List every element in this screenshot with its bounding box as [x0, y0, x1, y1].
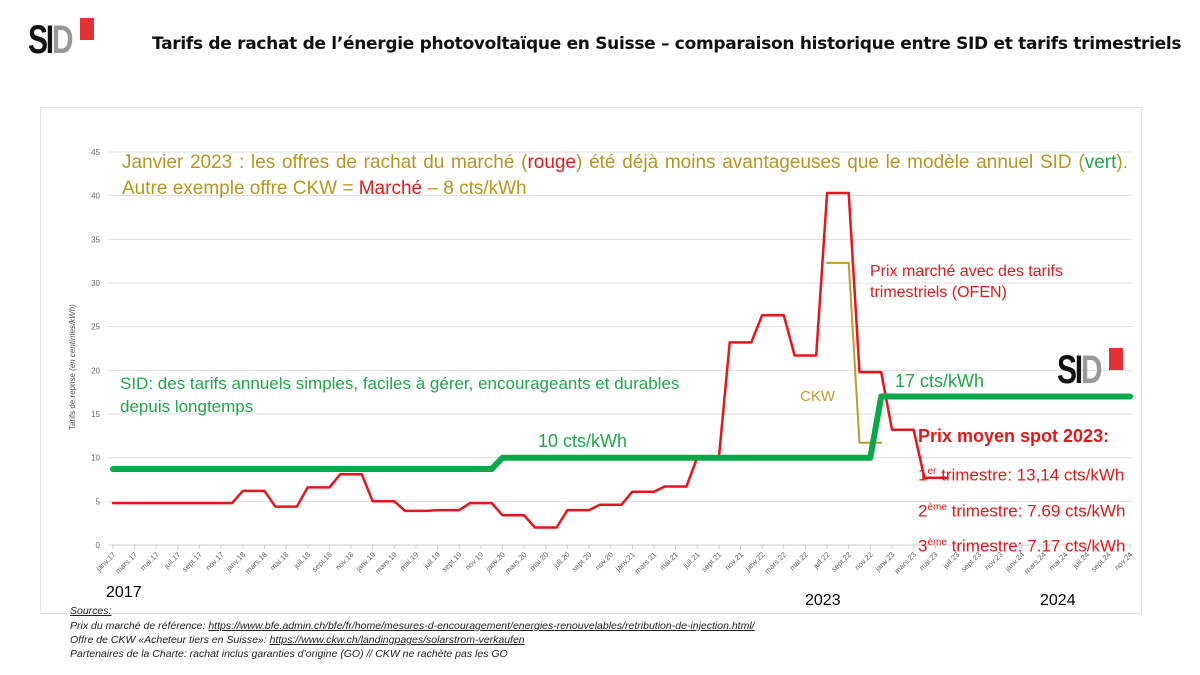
x-tick-label: mars.18 — [243, 550, 269, 576]
ten-cts-label: 10 cts/kWh — [538, 431, 628, 451]
sid-label: SID: des tarifs annuels simples, faciles… — [120, 374, 680, 416]
x-tick-label: mars.23 — [893, 550, 919, 576]
x-tick-label: juil.19 — [421, 550, 442, 571]
x-tick-label: mai.18 — [268, 550, 290, 572]
y-tick-label: 10 — [91, 454, 100, 463]
market-label: Prix marché avec des tarifs trimestriels… — [870, 263, 1063, 301]
spot-list: 1er trimestre: 13,14 cts/kWh 2ème trimes… — [918, 456, 1125, 563]
y-tick-label: 30 — [91, 279, 100, 288]
x-tick-label: juil.20 — [551, 550, 572, 571]
x-tick-label: mai.20 — [528, 550, 550, 572]
y-tick-label: 45 — [91, 148, 100, 157]
x-tick-label: sept.21 — [700, 550, 724, 574]
x-tick-label: nov.17 — [204, 550, 226, 572]
year-2023: 2023 — [805, 592, 841, 609]
spot-title: Prix moyen spot 2023: — [918, 426, 1110, 446]
chart-frame — [40, 107, 1142, 614]
page-title: Tarifs de rachat de l’énergie photovolta… — [152, 34, 1182, 54]
x-tick-label: mai.22 — [788, 550, 810, 572]
source-line-1: Prix du marché de référence: https://www… — [70, 620, 755, 632]
y-tick-label: 0 — [96, 541, 101, 550]
x-tick-label: mars.21 — [633, 550, 659, 576]
x-tick-label: nov.21 — [723, 550, 745, 572]
logo-text: SID — [1057, 348, 1103, 392]
series-sid-line — [110, 393, 1133, 472]
x-tick-label: mars.17 — [114, 550, 140, 576]
year-2024: 2024 — [1040, 592, 1076, 609]
y-tick-label: 20 — [91, 366, 100, 375]
x-tick-label: mars.22 — [763, 550, 789, 576]
logo-text: SID — [28, 18, 74, 62]
sid-logo-small: SID — [1057, 348, 1123, 392]
y-tick-label: 40 — [91, 192, 100, 201]
year-2017: 2017 — [106, 584, 142, 601]
x-tick-label: sept.19 — [440, 550, 464, 574]
top-annotation: Janvier 2023 : les offres de rachat du m… — [122, 152, 1128, 199]
ckw-link[interactable]: https://www.ckw.ch/landingpages/solarstr… — [269, 634, 525, 646]
x-tick-label: mars.20 — [503, 550, 529, 576]
x-tick-label: juil.17 — [161, 550, 182, 571]
y-tick-label: 15 — [91, 410, 100, 419]
spot-q2: 2ème trimestre: 7.69 cts/kWh — [918, 501, 1126, 521]
spot-q3: 3ème trimestre: 7.17 cts/kWh — [918, 536, 1126, 556]
x-tick-label: nov.22 — [853, 550, 875, 572]
seventeen-cts-label: 17 cts/kWh — [895, 371, 985, 391]
x-tick-label: mars.19 — [373, 550, 399, 576]
x-tick-label: nov.20 — [593, 550, 615, 572]
x-tick-label: juil.18 — [291, 550, 312, 571]
x-tick-label: nov.18 — [334, 550, 356, 572]
sid-logo: SID — [28, 18, 94, 62]
x-tick-label: sept.17 — [180, 550, 204, 574]
x-tick-label: sept.20 — [570, 550, 594, 574]
source-line-3: Partenaires de la Charte: rachat inclus … — [70, 648, 508, 660]
ckw-label: CKW — [800, 388, 835, 405]
y-tick-label: 25 — [91, 323, 100, 332]
coat-of-arms-icon — [1108, 348, 1123, 370]
x-tick-label: mai.17 — [138, 550, 160, 572]
y-tick-label: 5 — [96, 497, 101, 506]
x-tick-label: nov.19 — [463, 550, 485, 572]
sources-title: Sources: — [70, 605, 112, 617]
y-tick-label: 35 — [91, 235, 100, 244]
x-tick-label: mai.21 — [658, 550, 680, 572]
source-line-2: Offre de CKW «Acheteur tiers en Suisse»:… — [70, 634, 525, 646]
bfe-link[interactable]: https://www.bfe.admin.ch/bfe/fr/home/mes… — [208, 620, 755, 632]
x-tick-label: sept.22 — [829, 550, 853, 574]
x-tick-label: mai.19 — [398, 550, 420, 572]
coat-of-arms-icon — [79, 18, 94, 40]
series-market-line — [111, 191, 948, 529]
x-tick-label: sept.18 — [310, 550, 334, 574]
y-axis-label: Tarifs de reprise (en centimes/kWh) — [68, 304, 77, 430]
spot-q1: 1er trimestre: 13,14 cts/kWh — [918, 465, 1125, 485]
